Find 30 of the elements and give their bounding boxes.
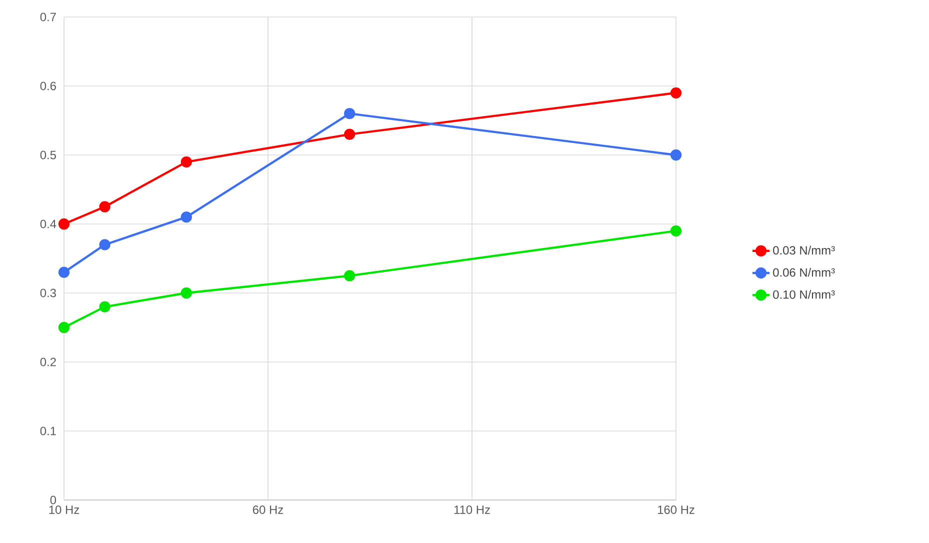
point <box>670 225 682 236</box>
point <box>58 322 70 334</box>
point <box>180 212 192 223</box>
point <box>344 128 356 140</box>
point <box>99 239 110 250</box>
point <box>99 301 110 312</box>
y-tick-label: 0.5 <box>40 150 56 160</box>
legend-label: 0.06 N/mm³ <box>773 268 835 277</box>
y-tick-label: 0.6 <box>40 82 56 90</box>
legend-label: 0.10 N/mm³ <box>773 290 835 299</box>
legend-label: 0.03 N/mm³ <box>773 246 835 255</box>
point <box>180 287 192 299</box>
y-tick-label: 0.7 <box>40 12 56 22</box>
point <box>99 201 110 212</box>
point <box>180 156 192 168</box>
y-tick-label: 0.4 <box>40 220 56 228</box>
x-tick-label: 110 Hz <box>454 506 490 514</box>
point <box>58 266 70 278</box>
x-tick-label: 60 Hz <box>252 506 283 514</box>
point <box>58 218 70 230</box>
y-tick-label: 0 <box>50 496 56 504</box>
point <box>670 149 682 161</box>
y-tick-label: 0.2 <box>40 358 56 366</box>
point <box>670 87 682 98</box>
y-tick-label: 0.3 <box>40 288 56 298</box>
x-tick-label: 10 Hz <box>49 506 79 514</box>
point <box>344 270 356 282</box>
point <box>344 108 356 120</box>
y-tick-label: 0.1 <box>40 426 56 436</box>
x-tick-label: 160 Hz <box>658 506 694 514</box>
